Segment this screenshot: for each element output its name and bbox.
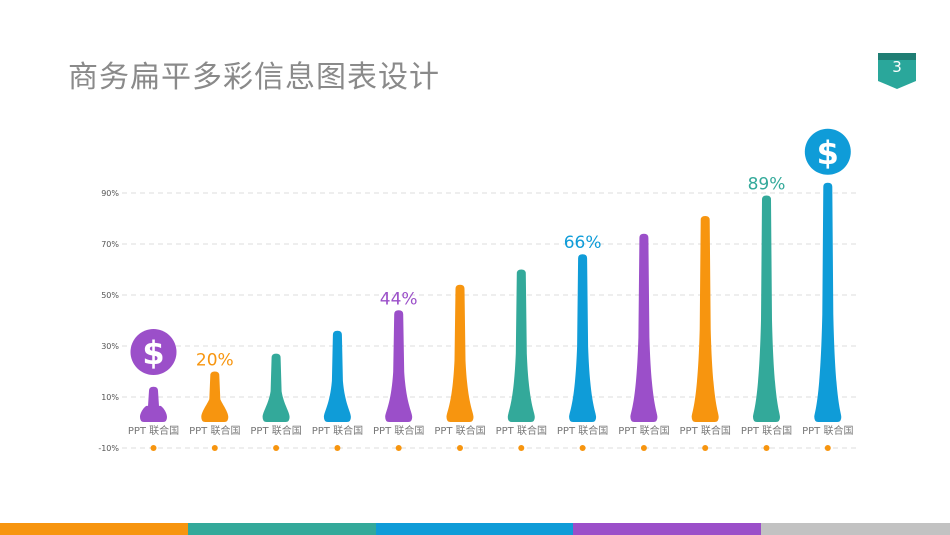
data-label: 44% (380, 289, 418, 309)
bar-8 (569, 254, 597, 422)
page-number-badge (878, 53, 916, 89)
axis-dot (640, 445, 647, 451)
axis-dot (457, 445, 463, 451)
bar-3 (262, 353, 290, 422)
category-label: PPT 联合国 (250, 424, 301, 437)
bar-2 (201, 371, 229, 422)
bottom-color-bar (0, 523, 950, 535)
category-label: PPT 联合国 (741, 424, 792, 437)
axis-dot (273, 445, 280, 451)
axis-dot (395, 445, 402, 451)
bottom-bar-purple (572, 523, 761, 535)
bars (140, 182, 842, 422)
bar-10 (691, 215, 719, 422)
category-label: PPT 联合国 (189, 424, 240, 437)
dollar-symbol: $ (817, 134, 839, 172)
dollar-icons: $$ (130, 128, 851, 375)
bottom-bar-blue (376, 523, 573, 535)
bar-4 (323, 330, 351, 422)
dollar-symbol: $ (142, 334, 164, 372)
data-labels: 20% 44% 66% 89% (196, 175, 785, 371)
axis-dot (824, 445, 831, 451)
category-label: PPT 联合国 (128, 424, 179, 437)
category-labels: PPT 联合国 PPT 联合国 PPT 联合国 PPT 联合国 PPT 联合国 PPT 联… (128, 424, 854, 437)
dollar-icon: $ (804, 128, 851, 175)
page-number: 3 (892, 58, 902, 76)
bar-6 (446, 284, 474, 422)
y-tick-label: 70% (101, 240, 119, 249)
axis-dots (150, 445, 831, 451)
category-label: PPT 联合国 (680, 424, 731, 437)
category-label: PPT 联合国 (618, 424, 669, 437)
axis-dot (702, 445, 709, 451)
bar-11 (753, 195, 780, 422)
dollar-icon: $ (130, 329, 177, 375)
data-label: 66% (564, 233, 602, 253)
axis-dot (579, 445, 586, 451)
y-axis-ticks: 90% 70% 50% 30% 10% -10% (98, 189, 119, 453)
category-label: PPT 联合国 (557, 424, 608, 437)
data-label: 20% (196, 351, 234, 371)
y-tick-label: 50% (101, 291, 119, 300)
bar-1 (140, 386, 167, 422)
dollar-icon-circle (804, 128, 851, 175)
dollar-icon-circle (130, 329, 177, 375)
category-label: PPT 联合国 (373, 424, 424, 437)
category-label: PPT 联合国 (802, 424, 853, 437)
data-label: 89% (748, 175, 786, 195)
category-label: PPT 联合国 (496, 424, 547, 437)
bar-chart: 90% 70% 50% 30% 10% -10% 20% 44% 66% 89% PPT 联合国… (98, 128, 860, 453)
axis-dot (763, 445, 770, 451)
grid-lines (122, 192, 860, 449)
y-tick-label: -10% (98, 444, 119, 453)
page-title: 商务扁平多彩信息图表设计 (68, 60, 440, 95)
y-tick-label: 30% (101, 342, 119, 351)
axis-dot (211, 445, 218, 451)
bar-12 (814, 182, 842, 422)
y-tick-label: 10% (101, 393, 119, 402)
bottom-bar-grey (760, 523, 950, 535)
category-label: PPT 联合国 (434, 424, 485, 437)
category-label: PPT 联合国 (312, 424, 363, 437)
bottom-bar-teal (188, 523, 377, 535)
bar-9 (630, 233, 658, 422)
y-tick-label: 90% (101, 189, 119, 198)
bottom-bar-orange (0, 523, 189, 535)
axis-dot (150, 445, 157, 451)
axis-dot (518, 445, 525, 451)
bar-7 (507, 269, 535, 422)
axis-dot (334, 445, 341, 451)
bar-5 (385, 310, 413, 422)
